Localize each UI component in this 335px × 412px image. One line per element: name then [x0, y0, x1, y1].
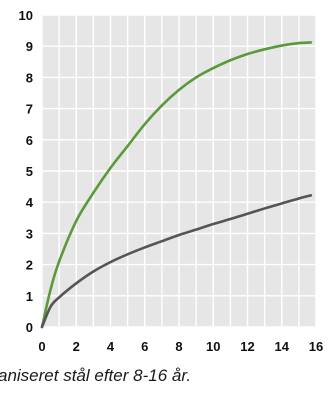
series-line-1 — [40, 41, 313, 329]
figure-caption: aniseret stål efter 8-16 år. — [0, 366, 192, 385]
y-tick-label: 3 — [26, 226, 33, 241]
x-tick-label: 6 — [141, 339, 148, 354]
x-tick-label: 2 — [73, 339, 80, 354]
y-tick-label: 8 — [26, 70, 33, 85]
data-series — [40, 41, 313, 329]
y-tick-label: 1 — [26, 289, 33, 304]
grid-lines — [41, 14, 317, 328]
x-tick-label: 10 — [206, 339, 220, 354]
y-tick-label: 4 — [26, 195, 34, 210]
x-tick-label: 16 — [309, 339, 323, 354]
x-tick-label: 12 — [240, 339, 254, 354]
y-tick-label: 6 — [26, 133, 33, 148]
y-tick-label: 10 — [19, 8, 33, 23]
series-line-2 — [40, 194, 313, 329]
y-tick-label: 0 — [26, 320, 33, 335]
y-axis-tick-labels: 0 1 2 3 4 5 6 7 8 9 10 — [19, 8, 34, 335]
y-tick-label: 7 — [26, 102, 33, 117]
x-tick-label: 4 — [107, 339, 115, 354]
y-tick-label: 5 — [26, 164, 33, 179]
x-tick-label: 0 — [38, 339, 45, 354]
x-tick-label: 8 — [175, 339, 182, 354]
x-tick-label: 14 — [275, 339, 290, 354]
y-tick-label: 9 — [26, 39, 33, 54]
y-tick-label: 2 — [26, 258, 33, 273]
x-axis-tick-labels: 0 2 4 6 8 10 12 14 16 — [38, 339, 323, 354]
